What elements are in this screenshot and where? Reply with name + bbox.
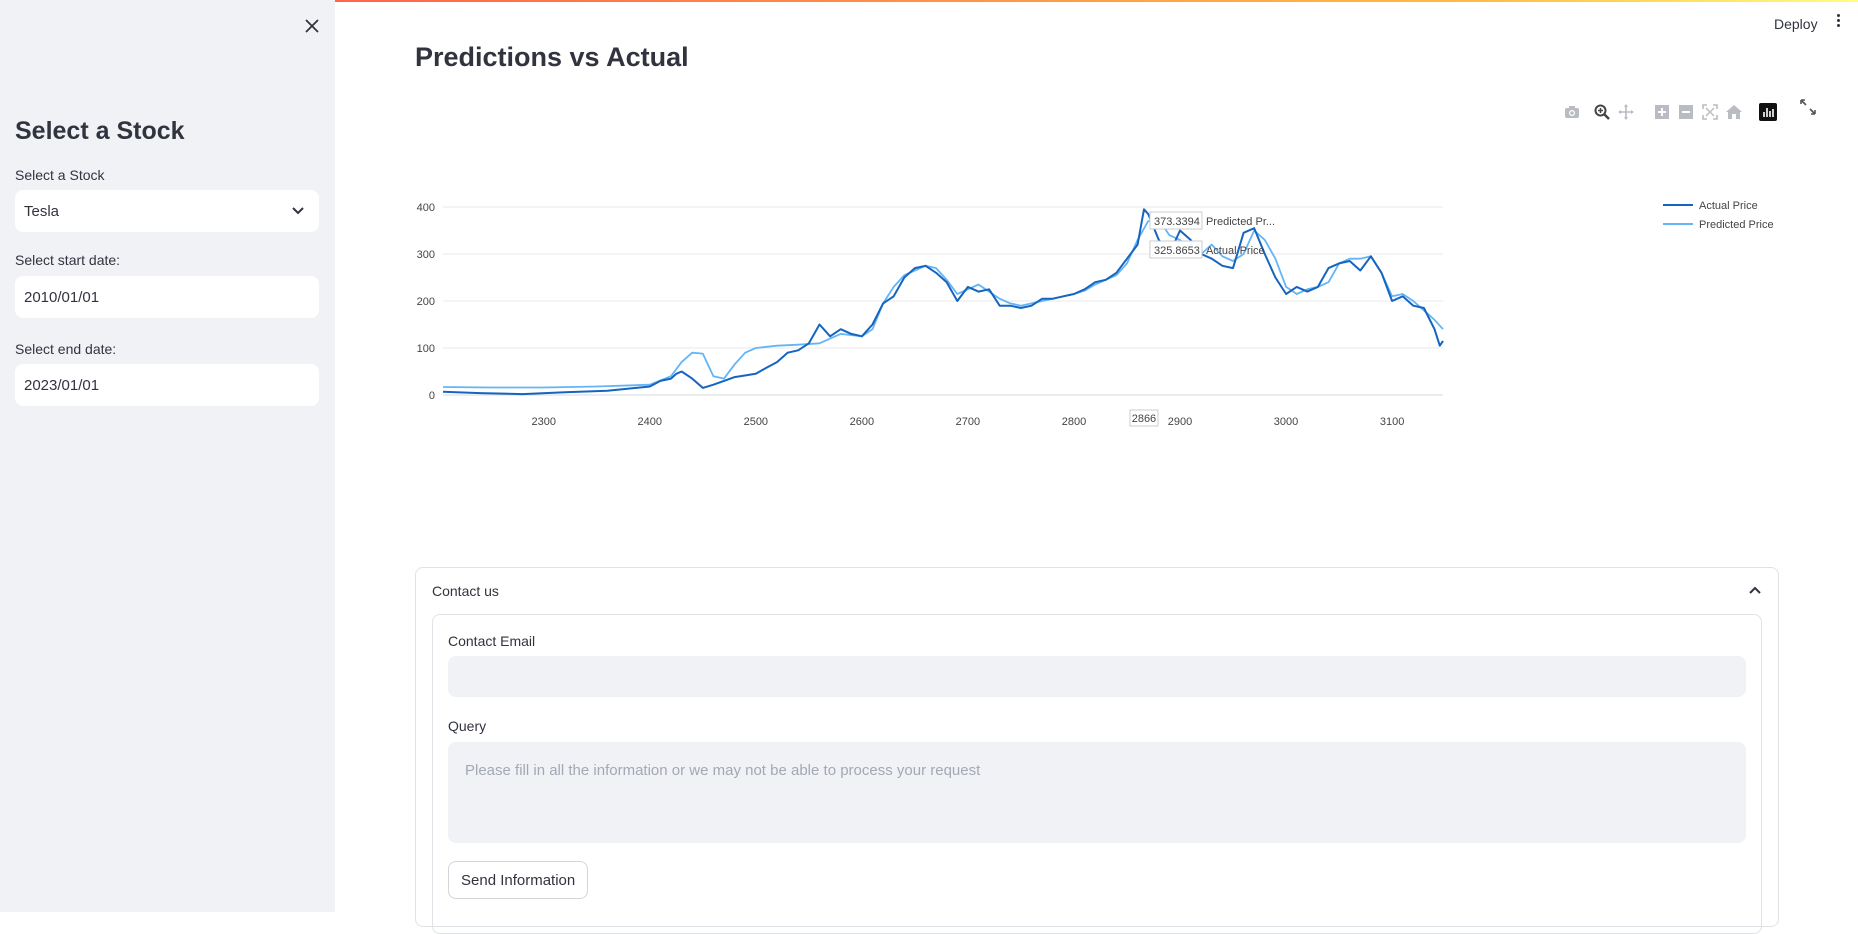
zoom-in-icon (1655, 105, 1669, 119)
deploy-button[interactable]: Deploy (1774, 16, 1818, 32)
start-date-label: Select start date: (15, 252, 121, 268)
hover-value: 373.3394 (1154, 216, 1200, 228)
legend-label: Predicted Price (1699, 219, 1774, 231)
hover-x-badge (1129, 409, 1159, 427)
email-label: Contact Email (448, 633, 536, 649)
legend-label: Actual Price (1699, 200, 1758, 212)
kebab-dot (1836, 14, 1840, 17)
x-tick-label: 2700 (956, 416, 980, 428)
actual-price-line (442, 208, 1444, 396)
contact-expander-title[interactable]: Contact us (432, 583, 499, 599)
send-information-button[interactable]: Send Information (448, 861, 589, 899)
camera-icon (1565, 106, 1579, 118)
plotly-logo-link[interactable] (1758, 102, 1778, 122)
zoom-out-button[interactable] (1676, 102, 1696, 122)
zoom-icon (1594, 104, 1610, 120)
stock-select-value: Tesla (24, 202, 60, 220)
hover-series-name: Predicted Pr... (1206, 216, 1275, 228)
contact-form: Contact Email Query Send Information (432, 614, 1762, 934)
email-field[interactable] (448, 656, 1746, 697)
start-date-input[interactable]: 2010/01/01 (15, 276, 319, 318)
autoscale-button[interactable] (1700, 102, 1720, 122)
sidebar: Select a Stock Select a Stock Tesla Sele… (0, 0, 335, 912)
zoom-out-icon (1679, 105, 1693, 119)
x-tick-label: 2800 (1062, 416, 1086, 428)
pan-icon (1618, 104, 1634, 120)
x-tick-label: 2400 (638, 416, 662, 428)
fullscreen-button[interactable] (1798, 97, 1818, 117)
chevron-up-icon[interactable] (1746, 582, 1764, 600)
x-tick-label: 2900 (1168, 416, 1192, 428)
zoom-in-button[interactable] (1652, 102, 1672, 122)
home-icon (1726, 105, 1742, 119)
stock-select[interactable]: Tesla (15, 190, 319, 232)
end-date-label: Select end date: (15, 341, 117, 357)
pan-button[interactable] (1616, 102, 1636, 122)
y-tick-label: 200 (417, 296, 435, 308)
stock-select-label: Select a Stock (15, 167, 105, 183)
y-tick-label: 0 (429, 390, 435, 402)
x-tick-label: 2600 (850, 416, 874, 428)
hover-value-box (1149, 240, 1203, 259)
top-decoration-strip (0, 0, 1858, 2)
kebab-dot (1836, 19, 1840, 22)
x-tick-label: 3100 (1380, 416, 1404, 428)
hover-value: 325.8653 (1154, 245, 1200, 257)
chevron-down-icon (292, 207, 304, 215)
end-date-input[interactable]: 2023/01/01 (15, 364, 319, 406)
contact-expander: Contact us Contact Email Query Send Info… (415, 567, 1779, 934)
main-menu-button[interactable] (1834, 14, 1842, 32)
predicted-price-line (442, 218, 1444, 389)
x-tick-label: 3000 (1274, 416, 1298, 428)
y-tick-label: 300 (417, 249, 435, 261)
end-date-value: 2023/01/01 (24, 376, 100, 394)
predictions-chart[interactable]: 0 100 200 300 400 2300 2400 2500 2600 2700 2800 290… (405, 185, 1805, 505)
query-label: Query (448, 718, 487, 734)
download-png-button[interactable] (1562, 102, 1582, 122)
hover-x-label: 2866 (1132, 413, 1156, 425)
close-sidebar-button[interactable] (300, 14, 324, 38)
start-date-value: 2010/01/01 (24, 288, 100, 306)
hover-value-box (1149, 211, 1203, 230)
x-tick-label: 2500 (744, 416, 768, 428)
plotly-logo-icon (1759, 103, 1777, 121)
reset-axes-button[interactable] (1724, 102, 1744, 122)
y-tick-label: 100 (417, 343, 435, 355)
autoscale-icon (1702, 104, 1718, 120)
zoom-button[interactable] (1592, 102, 1612, 122)
x-tick-label: 2300 (532, 416, 556, 428)
hover-series-name: Actual Price (1206, 245, 1265, 257)
query-textarea[interactable] (448, 742, 1746, 843)
kebab-dot (1836, 24, 1840, 27)
chart-modebar (1560, 102, 1780, 122)
close-icon (305, 19, 319, 33)
sidebar-title: Select a Stock (15, 117, 185, 145)
y-tick-label: 400 (417, 202, 435, 214)
fullscreen-icon (1800, 99, 1816, 115)
page-title: Predictions vs Actual (415, 42, 689, 72)
